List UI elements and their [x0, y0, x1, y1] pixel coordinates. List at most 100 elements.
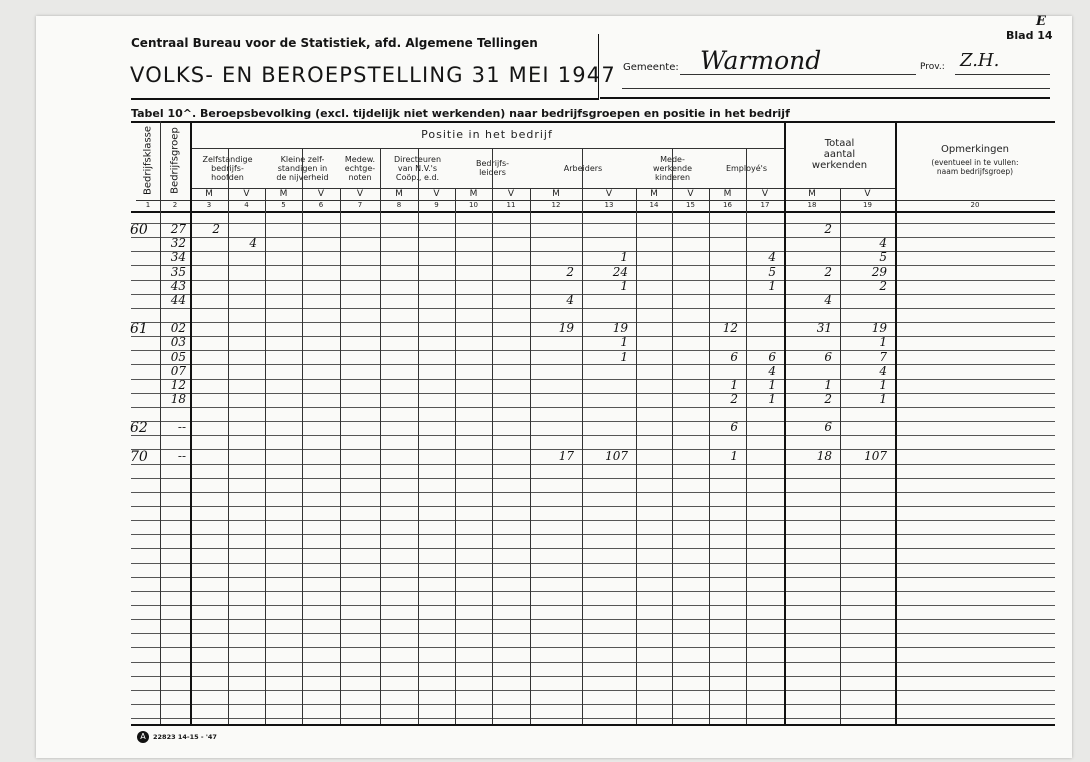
cell-col-19: 1 — [879, 378, 887, 392]
column-number: 10 — [469, 201, 478, 209]
sex-label: M — [205, 188, 213, 199]
row-line — [131, 478, 1055, 479]
cell-col-19: 1 — [879, 335, 887, 349]
cell-col-19: 4 — [879, 364, 887, 378]
sex-label: M — [650, 188, 658, 199]
cell-col-13: 1 — [620, 350, 628, 364]
row-line — [131, 492, 1055, 493]
sex-label: M — [469, 188, 478, 199]
sex-label: V — [605, 188, 613, 199]
row-line — [131, 577, 1055, 578]
row-line — [131, 237, 1055, 238]
cell-col-12: 4 — [566, 293, 574, 307]
row-line — [131, 379, 1055, 380]
column-line — [492, 148, 493, 724]
header-rule-right — [600, 97, 1050, 99]
cell-col-18: 4 — [824, 293, 832, 307]
column-number: 13 — [604, 201, 614, 209]
row-line — [131, 265, 1055, 266]
column-line — [380, 148, 381, 724]
cell-col-18: 1 — [824, 378, 832, 392]
row-line — [131, 619, 1055, 620]
cell-col-17: 1 — [768, 378, 776, 392]
sex-label: V — [507, 188, 515, 199]
cell-col-18: 2 — [824, 222, 832, 236]
column-number: 1 — [145, 201, 151, 209]
column-line — [455, 188, 456, 724]
row-line — [131, 223, 1055, 224]
header-bottom-rule — [131, 211, 1055, 213]
cell-col-19: 7 — [879, 350, 887, 364]
column-number: 8 — [396, 201, 402, 209]
row-line — [131, 464, 1055, 465]
bedrijfsgroep-value: 44 — [170, 293, 186, 307]
cell-col-19: 19 — [871, 321, 887, 335]
bedrijfsgroep-header: Bedrijfsgroep — [169, 126, 181, 194]
row-line — [131, 294, 1055, 295]
cell-col-16: 6 — [730, 420, 738, 434]
cell-col-12: 17 — [558, 449, 574, 463]
column-line — [418, 148, 419, 724]
cell-col-4: 4 — [249, 236, 257, 250]
blad-number: Blad 14 — [1006, 29, 1053, 42]
cell-col-18: 31 — [816, 321, 832, 335]
group-header: Directeuren van N.V.'s Coöp., e.d. — [393, 154, 442, 182]
prov-label: Prov.: — [920, 62, 945, 72]
gemeente-label: Gemeente: — [623, 62, 679, 73]
row-line — [131, 718, 1055, 719]
sex-label: M — [552, 188, 560, 199]
group-header: Medew. echtge- noten — [344, 154, 376, 182]
row-line — [131, 421, 1055, 422]
cell-col-13: 1 — [620, 250, 628, 264]
group-header: Kleine zelf- standigen in de nijverheid — [276, 154, 329, 182]
row-line — [131, 449, 1055, 450]
column-number: 4 — [244, 201, 249, 209]
column-line — [746, 148, 747, 724]
column-line — [672, 148, 673, 724]
sex-label: V — [864, 188, 871, 199]
row-line — [131, 690, 1055, 691]
cell-col-18: 2 — [824, 392, 832, 406]
bedrijfsgroep-value: 18 — [170, 392, 186, 406]
print-code: 22823 14-15 - '47 — [153, 733, 217, 741]
row-line — [131, 704, 1055, 705]
organisation-name: Centraal Bureau voor de Statistiek, afd.… — [131, 36, 538, 50]
row-line — [131, 506, 1055, 507]
header-divider — [598, 34, 599, 100]
cell-col-17: 4 — [768, 364, 776, 378]
column-number: 12 — [551, 201, 561, 209]
bedrijfsklasse-header: Bedrijfsklasse — [142, 125, 154, 195]
sex-label: M — [395, 188, 403, 199]
bedrijfsgroep-value: 02 — [170, 321, 186, 335]
row-line — [131, 336, 1055, 337]
sex-label: V — [243, 188, 250, 199]
bedrijfsgroep-value: -- — [177, 449, 186, 463]
group-header: Employé's — [725, 163, 768, 173]
cell-col-13: 19 — [612, 321, 628, 335]
row-line — [131, 563, 1055, 564]
census-form-sheet — [36, 16, 1072, 758]
column-line — [160, 121, 161, 724]
opmerkingen-note: (eventueel in te vullen: naam bedrijfsgr… — [931, 158, 1019, 176]
bedrijfsgroep-value: 03 — [170, 335, 186, 349]
cell-col-16: 1 — [730, 378, 738, 392]
sex-label: M — [279, 188, 288, 199]
cell-col-16: 1 — [730, 449, 738, 463]
column-number: 17 — [760, 201, 770, 209]
row-line — [131, 647, 1055, 648]
cell-col-19: 1 — [879, 392, 887, 406]
sex-label: V — [356, 188, 364, 199]
group-header: Zelfstandige bedrijfs- hoofden — [202, 154, 253, 182]
totaal-header: Totaal aantal werkenden — [811, 138, 868, 171]
row-line — [131, 520, 1055, 521]
column-line — [265, 188, 266, 724]
row-line — [131, 280, 1055, 281]
group-header: Mede- werkende kinderen — [652, 154, 693, 182]
header-rule — [131, 98, 598, 100]
bedrijfsklasse-value: 62 — [130, 420, 148, 436]
positie-rule — [190, 148, 784, 149]
table-bottom-rule — [131, 724, 1055, 726]
column-number: 18 — [807, 201, 817, 209]
column-number: 7 — [357, 201, 363, 209]
cell-col-19: 2 — [879, 279, 887, 293]
